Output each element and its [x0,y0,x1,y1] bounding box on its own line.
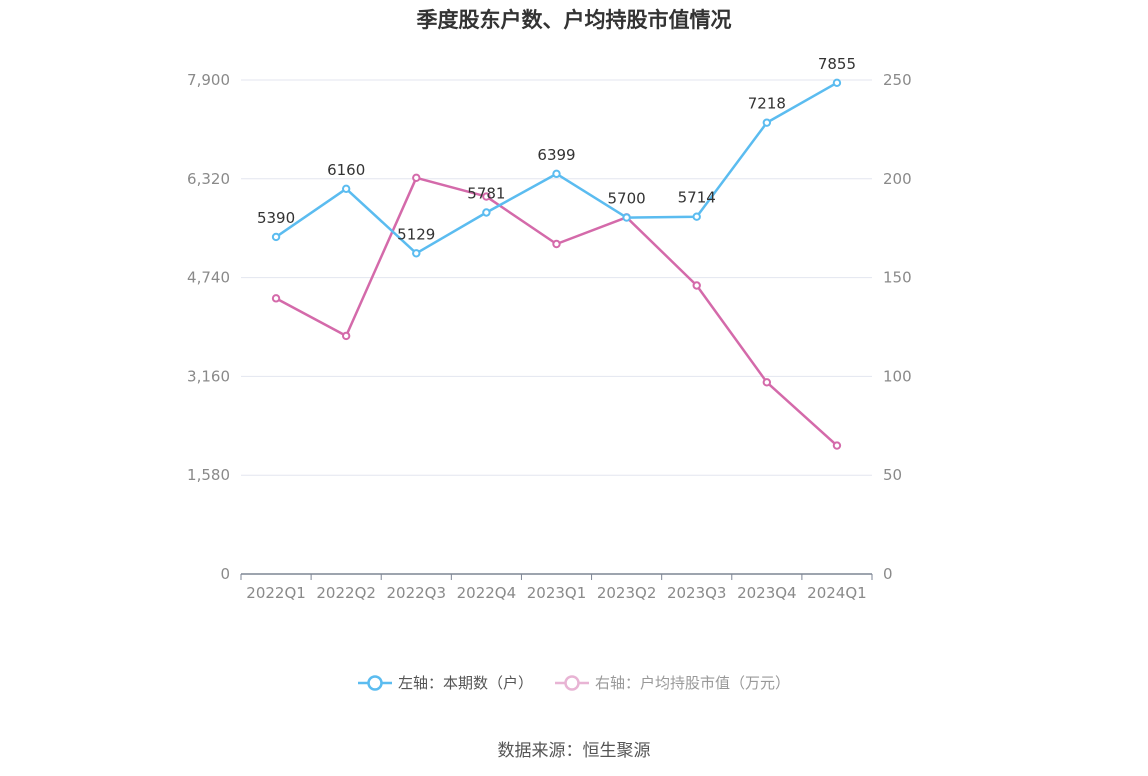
data-label: 5781 [467,185,505,203]
market-value-point [482,192,491,201]
holders-point [692,212,701,221]
right-tick-label: 200 [883,170,912,188]
data-label: 7218 [748,95,786,113]
market-value-point [762,378,772,387]
series-layer [271,78,842,450]
market-value-point [692,281,701,290]
axis-layer: 0 0 1,580 50 3,160 100 4,740 150 6,320 200 7,900 25… [187,71,912,602]
holders-point [341,184,351,194]
x-tick-label: 2024Q1 [807,584,867,602]
legend-line-icon [357,674,392,691]
data-label: 6160 [327,161,365,179]
legend-item-left-series[interactable]: 左轴：本期数（户） [357,672,533,693]
grid-layer [241,79,872,476]
holders-point [552,169,561,179]
right-tick-label: 50 [883,466,902,484]
x-tick-label: 2022Q2 [316,584,376,602]
market-value-point [552,239,561,249]
left-tick-label: 7,900 [187,71,230,89]
data-label: 5714 [678,189,716,207]
legend-label-left-series: 左轴：本期数（户） [397,674,533,692]
x-tick-label: 2023Q4 [737,584,797,602]
x-tick-label: 2022Q1 [246,584,306,602]
data-label: 7855 [818,55,856,73]
left-tick-label: 4,740 [187,269,230,287]
legend: 左轴：本期数（户） 右轴：户均持股市值（万元） [0,672,1148,693]
x-tick-label: 2022Q3 [387,584,447,602]
holders-point [832,78,842,88]
right-tick-label: 150 [883,269,912,287]
holders-point [762,118,772,127]
label-layer: 5390 6160 5129 5781 6399 5700 5714 7218 7855 [257,55,856,243]
left-tick-label: 0 [220,565,230,583]
data-label: 5129 [397,225,435,243]
holders-point [482,208,491,217]
market-value-point [832,441,842,450]
left-tick-label: 1,580 [187,466,230,484]
market-value-point [271,294,281,303]
right-tick-label: 100 [883,367,912,385]
left-tick-label: 6,320 [187,170,230,188]
x-tick-label: 2022Q4 [457,584,517,602]
x-tick-label: 2023Q2 [597,584,657,602]
holders-point [271,232,281,242]
market-value-point [412,173,421,183]
x-tick-label: 2023Q1 [527,584,587,602]
market-value-point [341,331,351,341]
source-note: 数据来源：恒生聚源 [497,741,651,761]
holders-point [412,249,421,258]
data-label: 5390 [257,209,295,227]
chart-title: 季度股东户数、户均持股市值情况 [416,8,732,32]
series-line-market-value [275,176,838,447]
left-tick-label: 3,160 [187,367,230,385]
right-tick-label: 0 [883,565,893,583]
legend-item-right-series[interactable]: 右轴：户均持股市值（万元） [555,672,790,693]
legend-line-icon [555,674,589,691]
data-label: 5700 [608,190,646,208]
right-tick-label: 250 [883,71,912,89]
holders-point [622,213,631,222]
x-tick-label: 2023Q3 [667,584,727,602]
data-label: 6399 [537,146,575,164]
legend-label-right-series: 右轴：户均持股市值（万元） [595,674,791,692]
